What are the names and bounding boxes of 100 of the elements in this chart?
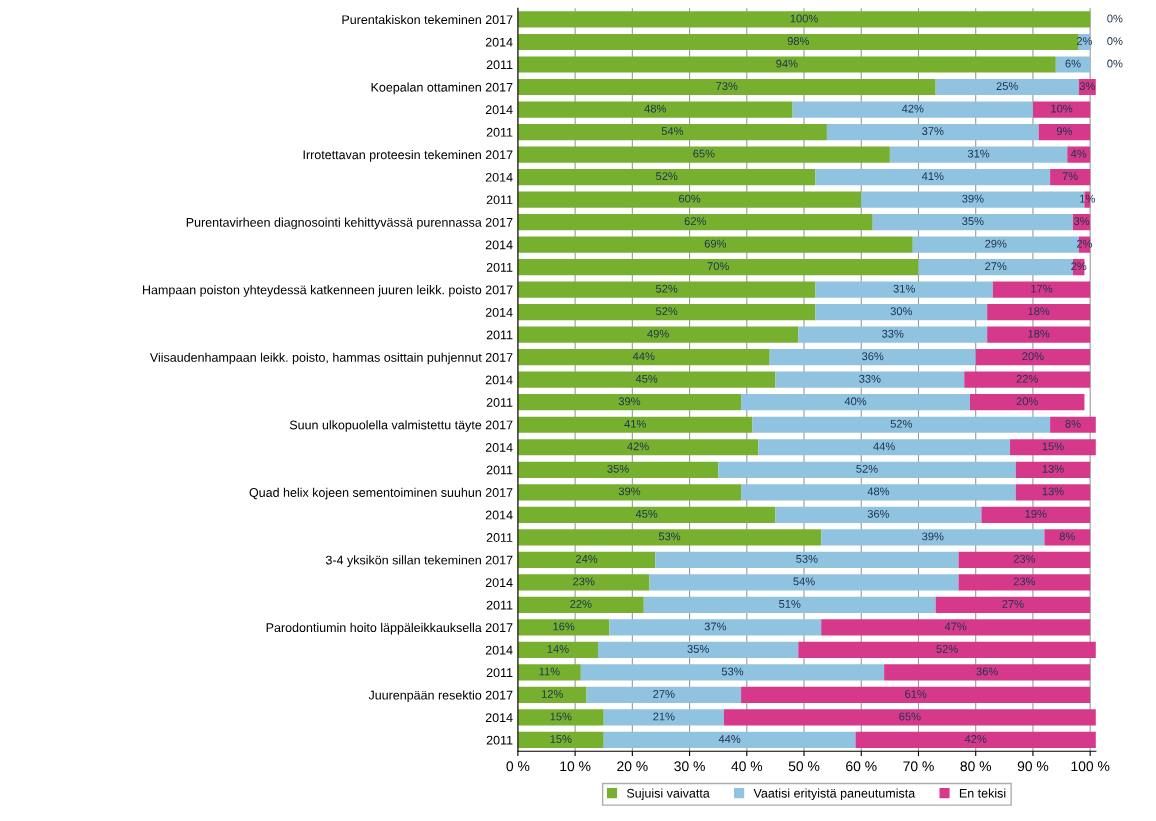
data-label: 31% bbox=[967, 149, 990, 158]
data-label: 35% bbox=[962, 217, 984, 226]
data-label: 9% bbox=[1056, 127, 1073, 136]
bar bbox=[975, 349, 1091, 366]
data-label: 52% bbox=[656, 172, 678, 181]
y-tick-label: 2011 bbox=[486, 735, 513, 745]
data-label: 35% bbox=[687, 645, 709, 653]
bar bbox=[987, 304, 1091, 321]
bar bbox=[1044, 529, 1091, 546]
data-label: 37% bbox=[704, 622, 727, 631]
data-label: 53% bbox=[796, 554, 818, 563]
bar bbox=[775, 506, 982, 523]
data-label: 23% bbox=[1013, 554, 1036, 563]
bar bbox=[517, 146, 890, 163]
bar bbox=[741, 484, 1016, 501]
y-tick-label: 2014 bbox=[485, 172, 513, 182]
data-label: 35% bbox=[607, 464, 629, 473]
data-label: 61% bbox=[905, 690, 927, 698]
data-label: 52% bbox=[656, 284, 678, 293]
y-tick-label: Viisaudenhampaan leikk. poisto, hammas osittain puhjennut 2017 bbox=[149, 352, 513, 365]
data-label: 15% bbox=[550, 735, 572, 743]
y-tick-label: Koepalan ottaminen 2017 bbox=[371, 82, 513, 95]
y-tick-label: Hampaan poiston yhteydessä katkenneen juuren leikk. poisto 2017 bbox=[143, 285, 513, 297]
bar bbox=[517, 529, 822, 546]
bar bbox=[912, 236, 1079, 253]
bar bbox=[1055, 56, 1091, 73]
data-label: 20% bbox=[1022, 352, 1044, 361]
data-label: 22% bbox=[1016, 374, 1038, 383]
bar bbox=[603, 731, 856, 749]
bar bbox=[798, 641, 1096, 658]
bar bbox=[517, 641, 599, 658]
data-label: 54% bbox=[793, 577, 815, 586]
bar bbox=[517, 596, 644, 613]
data-label: 73% bbox=[716, 82, 738, 90]
data-label: 45% bbox=[635, 509, 658, 518]
data-label: 30% bbox=[890, 307, 913, 316]
bar bbox=[775, 371, 965, 388]
bar bbox=[517, 394, 742, 411]
data-label: 22% bbox=[570, 599, 592, 608]
bar bbox=[517, 416, 753, 433]
data-label: 52% bbox=[890, 419, 913, 428]
data-label: 11% bbox=[539, 667, 560, 676]
data-label: 39% bbox=[962, 194, 984, 203]
x-tick-label: 70 % bbox=[903, 761, 934, 772]
data-label: 65% bbox=[693, 149, 715, 158]
bar bbox=[517, 259, 919, 276]
bar bbox=[815, 304, 988, 321]
data-label: 44% bbox=[873, 442, 895, 451]
data-label: 6% bbox=[1065, 59, 1081, 68]
bar bbox=[718, 461, 1016, 478]
bar bbox=[1050, 416, 1096, 433]
bar bbox=[935, 596, 1091, 613]
data-label: 36% bbox=[976, 667, 998, 676]
bar bbox=[517, 214, 873, 231]
bar bbox=[517, 664, 581, 681]
y-tick-label: 2011 bbox=[486, 465, 513, 475]
bar bbox=[517, 461, 719, 478]
data-label: 13% bbox=[1042, 464, 1064, 473]
bar bbox=[517, 56, 1056, 73]
data-label: 4% bbox=[1070, 149, 1087, 158]
data-label: 36% bbox=[862, 352, 884, 361]
data-label: 98% bbox=[787, 37, 810, 45]
data-label: 21% bbox=[653, 712, 675, 721]
bar bbox=[655, 551, 959, 568]
data-label: 52% bbox=[856, 464, 878, 473]
y-tick-label: 2011 bbox=[486, 127, 513, 137]
data-label: 94% bbox=[776, 59, 798, 68]
data-label: 40% bbox=[844, 397, 867, 406]
legend-label: Sujuisi vaivatta bbox=[626, 788, 710, 801]
data-label: 48% bbox=[644, 104, 666, 113]
bar bbox=[517, 78, 936, 96]
bar bbox=[517, 168, 816, 186]
data-label: 27% bbox=[985, 262, 1007, 271]
data-label: 41% bbox=[624, 419, 646, 428]
data-label: 29% bbox=[985, 239, 1007, 248]
y-tick-label: 2011 bbox=[486, 398, 513, 407]
y-tick-label: 2011 bbox=[486, 668, 513, 678]
bar bbox=[1038, 123, 1091, 141]
y-tick-label: Juurenpään resektio 2017 bbox=[368, 690, 513, 703]
data-label: 10% bbox=[1051, 104, 1073, 113]
x-tick-label: 80 % bbox=[960, 761, 992, 772]
y-tick-label: 2011 bbox=[486, 195, 513, 205]
data-label: 39% bbox=[618, 397, 641, 406]
x-tick-label: 50 % bbox=[788, 761, 820, 772]
bar bbox=[741, 686, 1091, 704]
data-label: 42% bbox=[627, 442, 649, 451]
data-label: 13% bbox=[1042, 487, 1064, 496]
legend-label: Vaatisi erityistä paneutumista bbox=[753, 788, 916, 801]
bar bbox=[723, 709, 1096, 726]
bar bbox=[517, 101, 793, 118]
bar bbox=[1015, 461, 1091, 478]
bar bbox=[517, 123, 827, 141]
x-tick-label: 60 % bbox=[846, 761, 877, 772]
bar bbox=[987, 326, 1091, 343]
data-label: 31% bbox=[893, 284, 915, 293]
data-label: 8% bbox=[1059, 532, 1075, 541]
data-label: 42% bbox=[901, 104, 924, 113]
bar bbox=[958, 551, 1091, 568]
x-tick-label: 10 % bbox=[560, 761, 591, 772]
data-label: 33% bbox=[859, 374, 881, 383]
